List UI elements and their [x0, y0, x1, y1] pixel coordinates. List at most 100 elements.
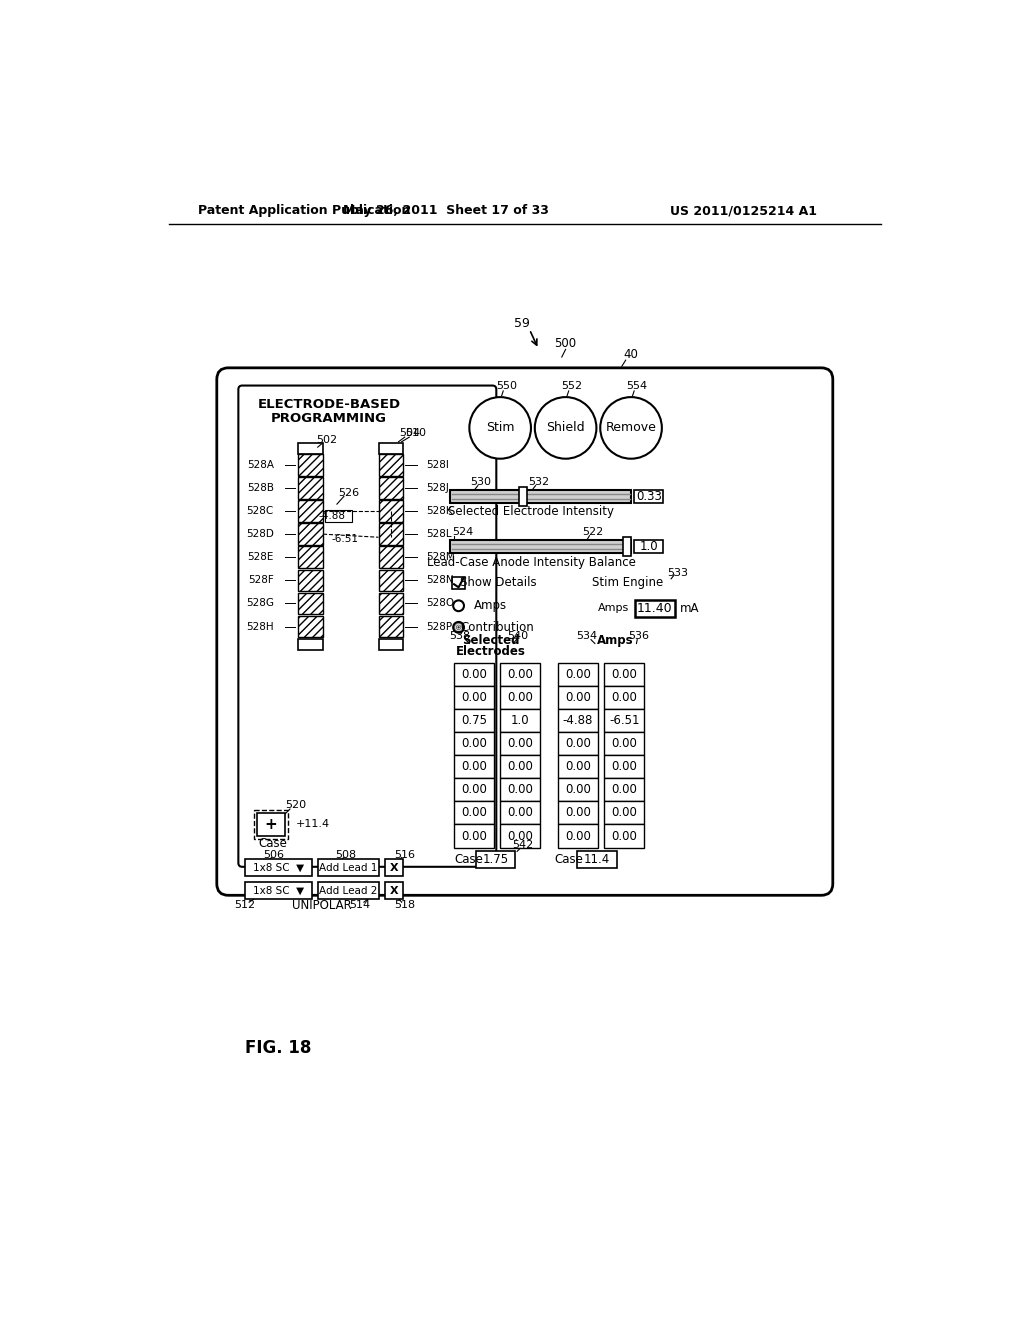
Bar: [558, 779, 598, 801]
Text: X: X: [389, 862, 398, 873]
Text: 528N: 528N: [426, 576, 454, 585]
Bar: [454, 755, 494, 779]
Text: +11.4: +11.4: [295, 820, 330, 829]
Text: 0.00: 0.00: [565, 668, 591, 681]
Text: 508: 508: [336, 850, 356, 861]
Bar: [379, 444, 403, 454]
Text: 0.00: 0.00: [461, 829, 487, 842]
Text: 528B: 528B: [247, 483, 273, 492]
Bar: [379, 639, 403, 649]
Bar: [558, 801, 598, 825]
Bar: [379, 615, 403, 638]
Bar: [318, 859, 379, 876]
Bar: [379, 500, 403, 521]
Text: 520: 520: [286, 800, 306, 810]
Bar: [454, 825, 494, 847]
Text: 0.00: 0.00: [611, 760, 637, 774]
Text: FIG. 18: FIG. 18: [245, 1039, 311, 1057]
Bar: [379, 570, 403, 591]
Text: 0.00: 0.00: [507, 807, 534, 820]
Text: 1.0: 1.0: [511, 714, 529, 727]
Text: X: X: [389, 886, 398, 896]
Bar: [257, 813, 285, 836]
Text: 528C: 528C: [247, 506, 273, 516]
Circle shape: [457, 626, 460, 628]
Bar: [245, 859, 312, 876]
Text: 532: 532: [528, 477, 549, 487]
Text: 542: 542: [513, 841, 534, 850]
Bar: [558, 663, 598, 686]
Bar: [298, 478, 323, 499]
Bar: [558, 709, 598, 733]
Bar: [385, 859, 403, 876]
Text: 528J: 528J: [426, 483, 450, 492]
Bar: [604, 686, 644, 709]
Text: -6.51: -6.51: [609, 714, 639, 727]
Bar: [454, 709, 494, 733]
Circle shape: [456, 624, 462, 631]
Text: 1x8 SC  ▼: 1x8 SC ▼: [253, 862, 304, 873]
Bar: [298, 444, 323, 454]
Text: Patent Application Publication: Patent Application Publication: [199, 205, 411, 218]
Bar: [634, 540, 664, 553]
Bar: [454, 801, 494, 825]
Text: 524: 524: [453, 527, 474, 537]
Bar: [451, 490, 631, 503]
Bar: [634, 490, 664, 503]
Text: 1.0: 1.0: [639, 540, 658, 553]
Bar: [453, 577, 465, 589]
Text: -4.88: -4.88: [563, 714, 593, 727]
FancyBboxPatch shape: [217, 368, 833, 895]
Bar: [604, 755, 644, 779]
Text: 0.00: 0.00: [461, 668, 487, 681]
Bar: [454, 779, 494, 801]
Text: 0.00: 0.00: [507, 829, 534, 842]
Text: 554: 554: [627, 380, 648, 391]
Text: 534: 534: [575, 631, 597, 640]
Text: 528L: 528L: [426, 529, 452, 539]
Text: 514: 514: [349, 900, 370, 911]
Text: 512: 512: [233, 900, 255, 911]
Text: 516: 516: [394, 850, 415, 861]
Bar: [298, 500, 323, 521]
Bar: [604, 779, 644, 801]
Text: Stim: Stim: [486, 421, 514, 434]
Text: 536: 536: [629, 631, 649, 640]
Bar: [500, 755, 541, 779]
Bar: [500, 686, 541, 709]
Text: 528K: 528K: [426, 506, 453, 516]
Bar: [500, 801, 541, 825]
Circle shape: [535, 397, 596, 459]
Text: 528F: 528F: [248, 576, 273, 585]
Text: Selected: Selected: [462, 634, 519, 647]
Text: 0.00: 0.00: [611, 829, 637, 842]
Text: 0.00: 0.00: [565, 829, 591, 842]
Text: 0.00: 0.00: [611, 807, 637, 820]
Bar: [519, 487, 527, 506]
Text: 522: 522: [582, 527, 603, 537]
Bar: [558, 686, 598, 709]
Text: 59: 59: [514, 317, 529, 330]
Bar: [318, 882, 379, 899]
Bar: [379, 593, 403, 614]
Text: 11.40: 11.40: [637, 602, 673, 615]
Text: 0.00: 0.00: [507, 737, 534, 750]
Text: 40: 40: [624, 348, 639, 362]
Text: 504: 504: [398, 428, 420, 438]
Bar: [385, 882, 403, 899]
Bar: [298, 546, 323, 568]
Text: Case: Case: [554, 853, 583, 866]
Bar: [500, 709, 541, 733]
Text: Amps: Amps: [597, 634, 634, 647]
Text: 0.00: 0.00: [565, 807, 591, 820]
Bar: [500, 733, 541, 755]
Text: 526: 526: [338, 487, 359, 498]
Bar: [379, 546, 403, 568]
Text: Remove: Remove: [605, 421, 656, 434]
Bar: [558, 825, 598, 847]
Text: 0.00: 0.00: [565, 760, 591, 774]
Bar: [298, 524, 323, 545]
Bar: [298, 593, 323, 614]
Text: 528G: 528G: [246, 598, 273, 609]
Bar: [558, 755, 598, 779]
